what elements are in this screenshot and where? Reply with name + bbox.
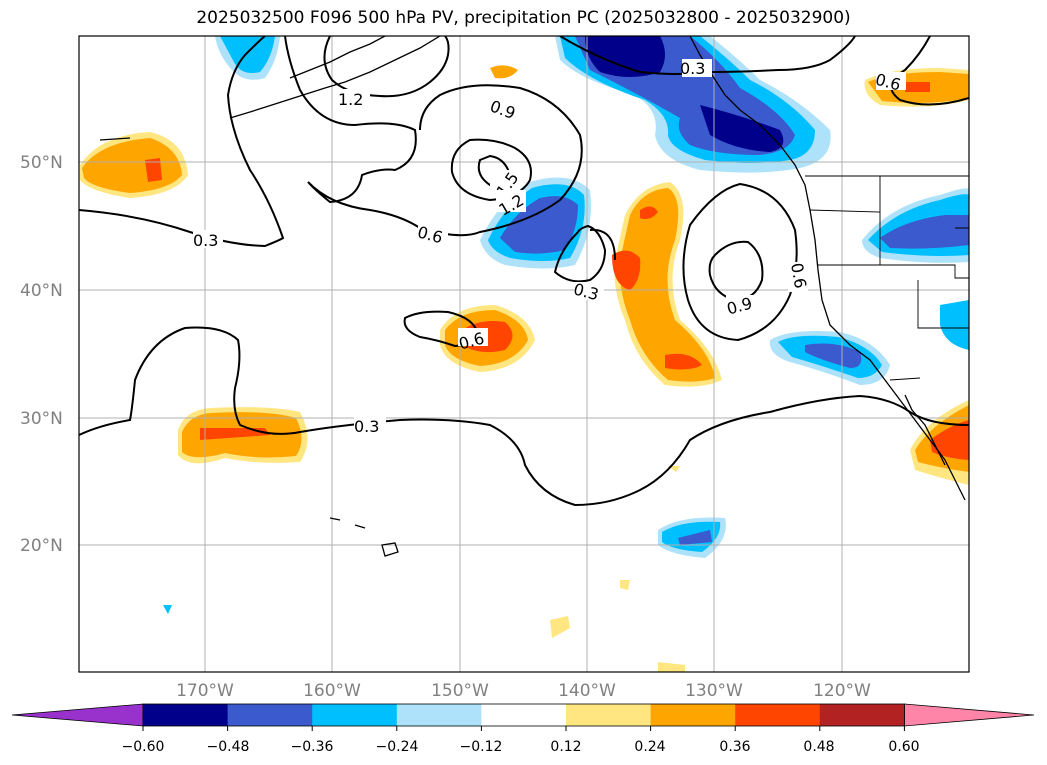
colorbar-segment [650, 704, 736, 726]
plot-frame [78, 35, 970, 673]
latitude-labels: 50°N 40°N 30°N 20°N [20, 153, 63, 556]
colorbar-ticks: −0.60 −0.48 −0.36 −0.24 −0.12 0.12 0.24 … [122, 739, 920, 755]
colorbar-tick: 0.60 [888, 739, 919, 755]
graticule [79, 36, 969, 672]
colorbar-segment [143, 704, 229, 726]
colorbar-segment [566, 704, 652, 726]
lat-label: 20°N [20, 536, 63, 556]
colorbar-tick: 0.48 [803, 739, 834, 755]
longitude-labels: 170°W 160°W 150°W 140°W 130°W 120°W [176, 681, 871, 701]
lon-label: 150°W [431, 681, 489, 701]
colorbar-extend-high [904, 703, 1035, 727]
contour-label: 0.3 [193, 231, 218, 250]
colorbar-tick: 0.12 [550, 739, 581, 755]
colorbar-tick: −0.24 [376, 739, 419, 755]
colorbar [11, 703, 1035, 731]
colorbar-tick: 0.24 [634, 739, 665, 755]
colorbar-tick: −0.36 [291, 739, 334, 755]
map-title: 2025032500 F096 500 hPa PV, precipitatio… [196, 8, 851, 28]
contour-label: 1.2 [338, 90, 363, 109]
contour-label: 0.3 [680, 59, 705, 78]
lon-label: 160°W [303, 681, 361, 701]
colorbar-segment [819, 704, 905, 726]
lat-label: 40°N [20, 281, 63, 301]
borders [805, 175, 969, 381]
colorbar-segment [312, 704, 398, 726]
colorbar-tick: −0.48 [207, 739, 250, 755]
lon-label: 120°W [813, 681, 871, 701]
colorbar-segment [735, 704, 821, 726]
coastlines [99, 36, 966, 557]
colorbar-segment [481, 704, 567, 726]
colorbar-extend-low [11, 703, 144, 727]
precipitation-field [80, 36, 969, 672]
lat-label: 50°N [20, 153, 63, 173]
colorbar-frame [142, 703, 905, 727]
lon-label: 170°W [176, 681, 234, 701]
contour-label: 0.3 [354, 417, 379, 436]
lon-label: 130°W [685, 681, 743, 701]
colorbar-segment [396, 704, 482, 726]
colorbar-tick: 0.36 [719, 739, 750, 755]
colorbar-segment [227, 704, 313, 726]
lat-label: 30°N [20, 409, 63, 429]
colorbar-tick: −0.60 [122, 739, 165, 755]
lon-label: 140°W [558, 681, 616, 701]
colorbar-tick: −0.12 [460, 739, 503, 755]
contour-label: 0.6 [787, 261, 810, 289]
